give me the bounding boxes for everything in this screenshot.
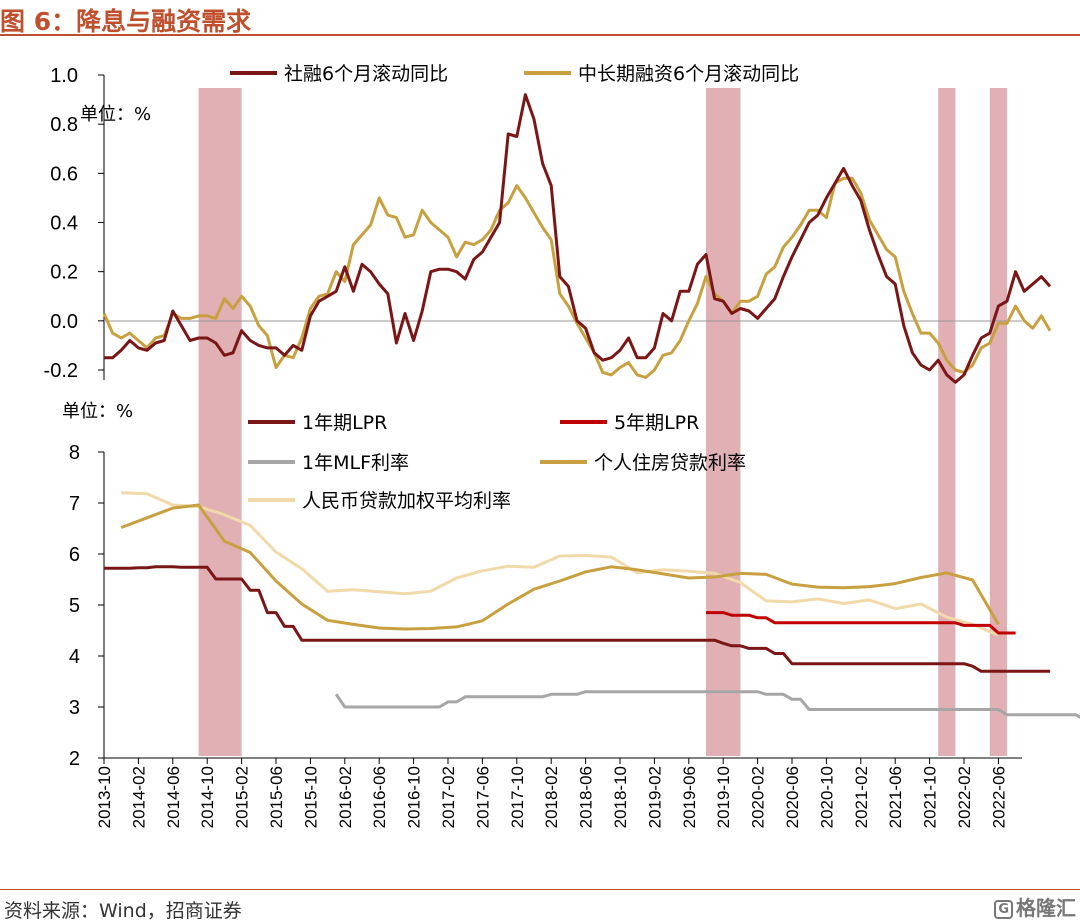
shaded-period-2 (938, 88, 956, 756)
x-tick-label: 2017-06 (473, 766, 492, 828)
bottom-legend: 1年期LPR 5年期LPR 1年MLF利率 个人住房贷款利率 人民币贷款加权平均… (248, 412, 746, 512)
series-line (706, 611, 1016, 635)
x-tick-label: 2020-02 (749, 766, 768, 828)
title-rule (0, 34, 1080, 36)
x-tick-label: 2016-06 (370, 766, 389, 828)
watermark-text: 格隆汇 (1016, 896, 1076, 920)
x-tick-label: 2017-10 (508, 766, 527, 828)
y-tick-label: 2 (69, 748, 80, 770)
legend-label-weighted-loan-rate: 人民币贷款加权平均利率 (302, 490, 511, 512)
watermark: G 格隆汇 (994, 892, 1076, 921)
x-tick-label: 2018-06 (577, 766, 596, 828)
y-tick-label: 0.6 (50, 163, 78, 185)
series-line (120, 503, 1000, 631)
y-tick-label: 0.8 (50, 114, 78, 136)
y-tick-label: 0.2 (50, 262, 78, 284)
top-unit-label: 单位：% (80, 104, 151, 125)
axes (103, 75, 1022, 759)
y-tick-label: -0.2 (44, 360, 78, 382)
series-line (104, 565, 1050, 673)
legend-label-mlf: 1年MLF利率 (302, 452, 409, 474)
figure-title: 图 6：降息与融资需求 (0, 7, 252, 36)
x-tick-label: 2014-06 (164, 766, 183, 828)
top-y-ticks: 1.0 0.8 0.6 0.4 0.2 0.0 -0.2 (44, 65, 104, 382)
y-tick-label: 1.0 (50, 65, 78, 87)
y-tick-label: 8 (69, 442, 80, 464)
legend-label-1y-lpr: 1年期LPR (302, 412, 387, 434)
x-tick-label: 2018-02 (542, 766, 561, 828)
series-line (102, 176, 1052, 379)
bottom-y-ticks: 8 7 6 5 4 3 2 (69, 442, 104, 770)
top-chart-lines (102, 93, 1052, 384)
y-tick-label: 7 (69, 493, 80, 515)
x-tick-label: 2015-06 (267, 766, 286, 828)
x-tick-label: 2019-10 (714, 766, 733, 828)
x-tick-label: 2017-02 (439, 766, 458, 828)
x-tick-label: 2016-02 (336, 766, 355, 828)
x-tick-label: 2015-10 (301, 766, 320, 828)
y-tick-label: 3 (69, 697, 80, 719)
watermark-logo-icon: G (994, 900, 1013, 919)
shaded-periods (198, 88, 1007, 756)
series-line (121, 491, 999, 637)
x-tick-label: 2021-06 (886, 766, 905, 828)
legend-label-medium-long-financing: 中长期融资6个月滚动同比 (578, 63, 799, 85)
legend-label-mortgage-rate: 个人住房贷款利率 (594, 452, 746, 474)
shaded-period-3 (989, 88, 1007, 756)
x-tick-label: 2018-10 (611, 766, 630, 828)
x-tick-label: 2022-06 (989, 766, 1008, 828)
x-tick-label: 2022-02 (955, 766, 974, 828)
shaded-period-1 (706, 88, 741, 756)
x-ticks: 2013-10 2014-02 2014-06 2014-10 2015-02 2015-… (95, 758, 1008, 828)
x-tick-label: 2020-06 (783, 766, 802, 828)
y-tick-label: 5 (69, 595, 80, 617)
legend-label-social-financing: 社融6个月滚动同比 (284, 63, 448, 85)
y-tick-label: 6 (69, 544, 80, 566)
bottom-chart-lines (104, 491, 1080, 719)
y-tick-label: 0.0 (50, 311, 78, 333)
source-note: 资料来源：Wind，招商证券 (4, 900, 242, 922)
x-tick-label: 2019-06 (680, 766, 699, 828)
x-tick-label: 2021-02 (852, 766, 871, 828)
series-line (334, 690, 1080, 719)
bottom-rule (0, 889, 1080, 890)
x-tick-label: 2013-10 (95, 766, 114, 828)
y-tick-label: 4 (69, 646, 80, 668)
x-tick-label: 2014-10 (198, 766, 217, 828)
bottom-unit-label: 单位：% (62, 401, 133, 422)
legend-label-5y-lpr: 5年期LPR (614, 412, 699, 434)
series-line (104, 93, 1052, 384)
x-tick-label: 2014-02 (129, 766, 148, 828)
shaded-period-0 (198, 88, 242, 756)
top-legend: 社融6个月滚动同比 中长期融资6个月滚动同比 (230, 63, 799, 85)
x-tick-label: 2020-10 (817, 766, 836, 828)
x-tick-label: 2021-10 (921, 766, 940, 828)
x-tick-label: 2019-02 (645, 766, 664, 828)
x-tick-label: 2016-10 (405, 766, 424, 828)
x-tick-label: 2015-02 (233, 766, 252, 828)
y-tick-label: 0.4 (50, 213, 78, 235)
